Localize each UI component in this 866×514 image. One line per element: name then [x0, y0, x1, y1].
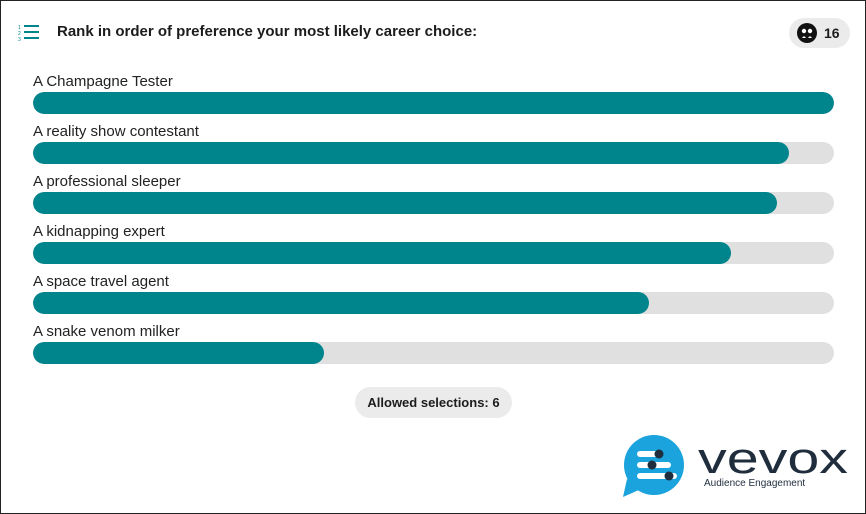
- question-header: 1 2 3 Rank in order of preference your m…: [1, 15, 865, 49]
- ranked-list-icon: 1 2 3: [18, 25, 39, 42]
- option-bar-track: [33, 242, 834, 264]
- option-label: A kidnapping expert: [33, 223, 165, 240]
- option-row: A snake venom milker: [33, 323, 834, 373]
- option-bar-track: [33, 192, 834, 214]
- option-label: A professional sleeper: [33, 173, 181, 190]
- svg-text:1: 1: [18, 25, 21, 31]
- option-bar-track: [33, 342, 834, 364]
- option-row: A space travel agent: [33, 273, 834, 323]
- vevox-logo-icon: [623, 435, 684, 497]
- option-label: A space travel agent: [33, 273, 169, 290]
- vevox-wordmark: vevox: [698, 439, 848, 479]
- ranking-options: A Champagne Tester A reality show contes…: [33, 73, 834, 373]
- participant-count-badge: 16: [789, 18, 850, 48]
- option-bar-fill: [33, 242, 731, 264]
- option-label: A Champagne Tester: [33, 73, 173, 90]
- vevox-tagline: Audience Engagement: [704, 478, 806, 489]
- vevox-wordmark-text: vevox: [698, 439, 848, 479]
- option-bar-track: [33, 292, 834, 314]
- option-label: A snake venom milker: [33, 323, 180, 340]
- option-bar-fill: [33, 142, 790, 164]
- option-bar-track: [33, 92, 834, 114]
- option-bar-track: [33, 142, 834, 164]
- option-bar-fill: [33, 92, 834, 114]
- option-label: A reality show contestant: [33, 123, 199, 140]
- option-row: A Champagne Tester: [33, 73, 834, 123]
- question-title: Rank in order of preference your most li…: [57, 23, 478, 40]
- option-row: A professional sleeper: [33, 173, 834, 223]
- svg-text:3: 3: [18, 37, 21, 42]
- participant-count: 16: [824, 25, 840, 41]
- svg-text:2: 2: [18, 31, 21, 37]
- allowed-selections-badge: Allowed selections: 6: [355, 387, 512, 418]
- option-bar-fill: [33, 192, 778, 214]
- participants-icon: [797, 23, 817, 43]
- option-row: A kidnapping expert: [33, 223, 834, 273]
- option-bar-fill: [33, 342, 324, 364]
- option-row: A reality show contestant: [33, 123, 834, 173]
- option-bar-fill: [33, 292, 649, 314]
